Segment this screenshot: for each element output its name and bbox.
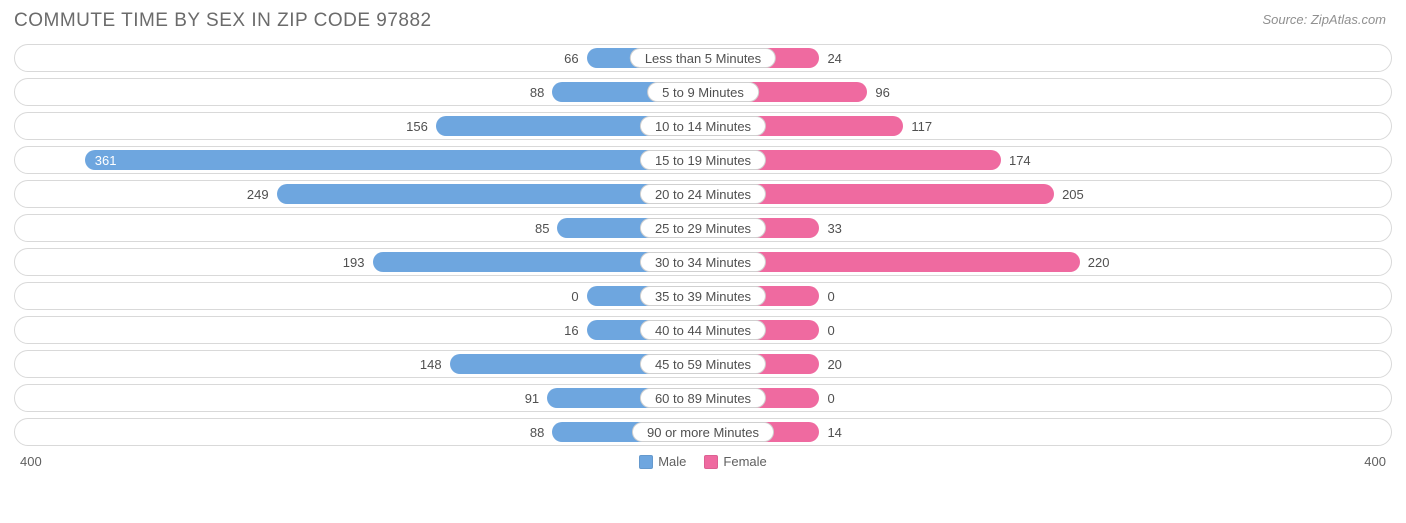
male-value: 193 [313, 252, 373, 272]
chart-row: 361 174 15 to 19 Minutes [14, 146, 1392, 174]
male-value: 361 [85, 150, 145, 170]
male-value: 249 [217, 184, 277, 204]
category-pill: 35 to 39 Minutes [640, 286, 766, 306]
male-value: 85 [497, 218, 557, 238]
female-value: 33 [819, 218, 879, 238]
chart-row: 66 24 Less than 5 Minutes [14, 44, 1392, 72]
male-value: 66 [527, 48, 587, 68]
chart-row: 0 0 35 to 39 Minutes [14, 282, 1392, 310]
category-pill: 15 to 19 Minutes [640, 150, 766, 170]
axis-right-max: 400 [1364, 454, 1386, 469]
legend: Male Female [639, 454, 767, 469]
female-value: 96 [867, 82, 927, 102]
category-pill: 40 to 44 Minutes [640, 320, 766, 340]
legend-item-female: Female [704, 454, 766, 469]
category-pill: 25 to 29 Minutes [640, 218, 766, 238]
axis-left-max: 400 [20, 454, 42, 469]
male-value: 0 [527, 286, 587, 306]
female-value: 0 [819, 286, 879, 306]
male-swatch-icon [639, 455, 653, 469]
male-value: 91 [487, 388, 547, 408]
category-pill: Less than 5 Minutes [630, 48, 776, 68]
legend-item-male: Male [639, 454, 686, 469]
female-value: 24 [819, 48, 879, 68]
male-value: 148 [390, 354, 450, 374]
category-pill: 90 or more Minutes [632, 422, 774, 442]
category-pill: 60 to 89 Minutes [640, 388, 766, 408]
chart-row: 16 0 40 to 44 Minutes [14, 316, 1392, 344]
female-value: 205 [1054, 184, 1114, 204]
chart-row: 148 20 45 to 59 Minutes [14, 350, 1392, 378]
female-value: 20 [819, 354, 879, 374]
male-value: 16 [527, 320, 587, 340]
male-bar [85, 150, 703, 170]
chart-title: COMMUTE TIME BY SEX IN ZIP CODE 97882 [14, 10, 432, 32]
female-value: 0 [819, 320, 879, 340]
category-pill: 30 to 34 Minutes [640, 252, 766, 272]
chart-row: 249 205 20 to 24 Minutes [14, 180, 1392, 208]
legend-label-male: Male [658, 454, 686, 469]
female-value: 174 [1001, 150, 1061, 170]
female-value: 0 [819, 388, 879, 408]
male-value: 88 [492, 82, 552, 102]
male-value: 156 [376, 116, 436, 136]
source-credit: Source: ZipAtlas.com [1262, 10, 1392, 27]
female-value: 117 [903, 116, 963, 136]
category-pill: 20 to 24 Minutes [640, 184, 766, 204]
chart-row: 88 96 5 to 9 Minutes [14, 78, 1392, 106]
chart-row: 85 33 25 to 29 Minutes [14, 214, 1392, 242]
axis-row: 400 Male Female 400 [14, 452, 1392, 469]
male-value: 88 [492, 422, 552, 442]
category-pill: 45 to 59 Minutes [640, 354, 766, 374]
chart-row: 156 117 10 to 14 Minutes [14, 112, 1392, 140]
category-pill: 10 to 14 Minutes [640, 116, 766, 136]
category-pill: 5 to 9 Minutes [647, 82, 759, 102]
female-value: 14 [819, 422, 879, 442]
legend-label-female: Female [723, 454, 766, 469]
female-value: 220 [1080, 252, 1140, 272]
female-swatch-icon [704, 455, 718, 469]
diverging-bar-chart: 66 24 Less than 5 Minutes 88 96 5 to 9 Minute… [14, 44, 1392, 446]
chart-row: 91 0 60 to 89 Minutes [14, 384, 1392, 412]
chart-row: 88 14 90 or more Minutes [14, 418, 1392, 446]
chart-row: 193 220 30 to 34 Minutes [14, 248, 1392, 276]
